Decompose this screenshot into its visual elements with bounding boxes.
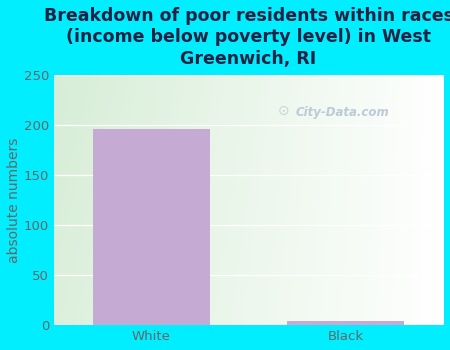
Bar xyxy=(288,321,404,325)
Text: City-Data.com: City-Data.com xyxy=(295,106,389,119)
Title: Breakdown of poor residents within races
(income below poverty level) in West
Gr: Breakdown of poor residents within races… xyxy=(44,7,450,68)
Y-axis label: absolute numbers: absolute numbers xyxy=(7,138,21,263)
Bar xyxy=(93,129,210,325)
Text: ⊙: ⊙ xyxy=(278,104,289,118)
